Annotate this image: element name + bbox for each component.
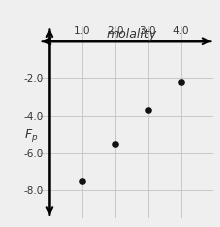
- Text: $F_p$: $F_p$: [24, 126, 38, 143]
- Point: [179, 81, 182, 85]
- Point: [146, 109, 150, 112]
- Point: [81, 179, 84, 183]
- Text: 3.0: 3.0: [139, 26, 156, 36]
- Text: molality: molality: [106, 28, 156, 41]
- Text: 1.0: 1.0: [74, 26, 90, 36]
- Text: 4.0: 4.0: [172, 26, 189, 36]
- Text: -8.0: -8.0: [23, 185, 44, 195]
- Text: -2.0: -2.0: [23, 74, 44, 84]
- Point: [113, 142, 117, 146]
- Text: -4.0: -4.0: [23, 111, 44, 121]
- Text: -6.0: -6.0: [23, 148, 44, 158]
- Text: 2.0: 2.0: [107, 26, 123, 36]
